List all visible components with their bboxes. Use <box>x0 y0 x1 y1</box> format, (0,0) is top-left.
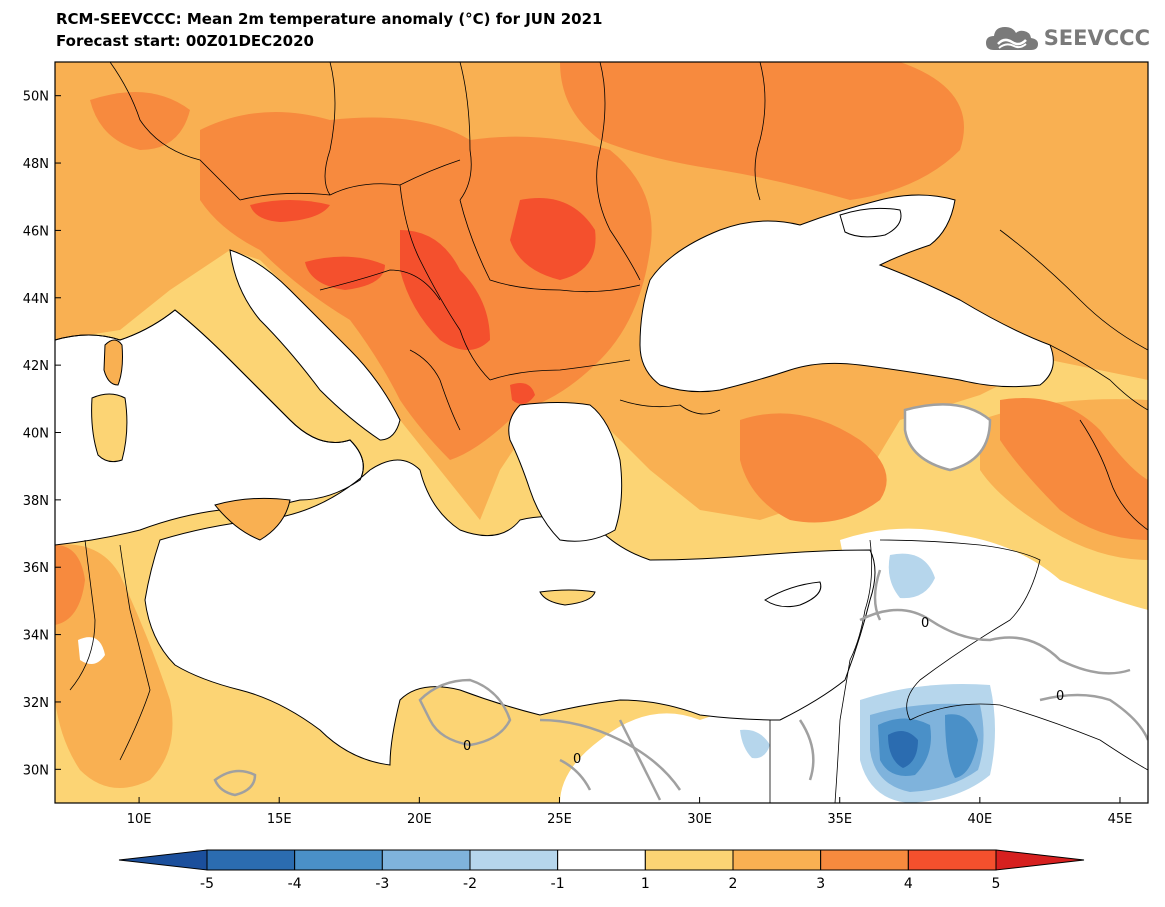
zero-contours <box>213 403 1148 801</box>
black-sea <box>639 194 1054 393</box>
lat-label: 42N <box>23 359 49 374</box>
colorbar: -5 -4 -3 -2 -1 1 2 3 4 5 <box>118 849 1085 892</box>
anomaly-field-neutral <box>905 404 990 470</box>
anomaly-field-minus1to2 <box>888 553 935 599</box>
contour-label: 0 <box>573 752 581 767</box>
colorbar-label: -2 <box>463 876 477 892</box>
colorbar-label: 1 <box>641 876 650 892</box>
anomaly-field-4to5 <box>510 198 596 280</box>
anomaly-field-2to3 <box>55 544 173 788</box>
colorbar-label: 5 <box>992 876 1001 892</box>
lat-label: 32N <box>23 696 49 711</box>
colorbar-label: -1 <box>551 876 565 892</box>
contour-label: 0 <box>1056 689 1064 704</box>
forecast-start-subtitle: Forecast start: 00Z01DEC2020 <box>56 32 314 50</box>
colorbar-label: -3 <box>375 876 389 892</box>
contour-label: 0 <box>463 739 471 754</box>
sea-of-azov <box>839 207 902 238</box>
aegean-sea <box>508 402 623 542</box>
colorbar-segment <box>557 849 646 871</box>
lon-label: 10E <box>127 812 152 827</box>
lat-label: 48N <box>23 157 49 172</box>
lat-label: 30N <box>23 763 49 778</box>
lat-label: 34N <box>23 629 49 644</box>
colorbar-label: 4 <box>904 876 913 892</box>
longitude-axis: 10E 15E 20E 25E 30E 35E 40E 45E <box>127 797 1133 827</box>
colorbar-label: -4 <box>288 876 302 892</box>
colorbar-upper-extend <box>995 849 1085 871</box>
colorbar-segment <box>469 849 559 871</box>
anomaly-field-4to5 <box>400 230 490 350</box>
colorbar-segment <box>907 849 997 871</box>
lat-label: 40N <box>23 427 49 442</box>
colorbar-segment <box>206 849 296 871</box>
anomaly-field-minus1to2 <box>740 729 770 759</box>
map-field: 0 0 0 0 <box>55 62 1148 803</box>
anomaly-field-minus3to4 <box>945 714 978 778</box>
anomaly-field-3to4 <box>1000 398 1148 540</box>
colorbar-lower-extend <box>118 849 208 871</box>
lat-label: 38N <box>23 494 49 509</box>
cyprus-island <box>764 581 822 608</box>
anomaly-field-3to4 <box>740 413 887 523</box>
lat-label: 46N <box>23 224 49 239</box>
lat-label: 50N <box>23 90 49 105</box>
seevccc-logo: SEEVCCC <box>984 22 1150 54</box>
anomaly-field-4to5 <box>305 256 385 290</box>
sicily-island <box>214 497 291 541</box>
colorbar-segment <box>644 849 734 871</box>
lon-label: 40E <box>967 812 992 827</box>
corsica-island <box>103 339 123 386</box>
contour-label: 0 <box>921 616 929 631</box>
lon-label: 30E <box>687 812 712 827</box>
anomaly-field-3to4 <box>55 545 85 625</box>
colorbar-segment <box>294 849 383 871</box>
lon-label: 20E <box>407 812 432 827</box>
anomaly-field-neutral <box>78 637 105 664</box>
colorbar-segment <box>820 849 909 871</box>
map-title: RCM-SEEVCCC: Mean 2m temperature anomaly… <box>56 10 603 28</box>
coastline <box>55 309 364 481</box>
anomaly-field-minus4to5 <box>888 731 918 768</box>
anomaly-field-4to5 <box>250 200 330 222</box>
lon-label: 25E <box>547 812 572 827</box>
lon-label: 35E <box>827 812 852 827</box>
crete-island <box>539 589 596 606</box>
anomaly-field-4to5 <box>510 382 535 404</box>
latitude-axis: 50N 48N 46N 44N 42N 40N 38N 36N 34N 32N 30N <box>23 90 61 778</box>
logo-text: SEEVCCC <box>1043 26 1150 50</box>
lon-label: 15E <box>267 812 292 827</box>
colorbar-segment <box>381 849 471 871</box>
colorbar-label: 3 <box>816 876 825 892</box>
adriatic-sea <box>229 249 401 441</box>
lat-label: 44N <box>23 292 49 307</box>
anomaly-field-3to4 <box>90 92 190 150</box>
anomaly-field-neutral <box>560 528 1148 803</box>
colorbar-label: -5 <box>200 876 214 892</box>
sardinia-island <box>91 393 128 463</box>
colorbar-segment <box>732 849 822 871</box>
lon-label: 45E <box>1108 812 1133 827</box>
lat-label: 36N <box>23 561 49 576</box>
zero-contour-labels: 0 0 0 0 <box>463 616 1064 767</box>
cloud-logo-icon <box>985 27 1038 50</box>
country-borders <box>69 62 1148 803</box>
colorbar-label: 2 <box>729 876 738 892</box>
